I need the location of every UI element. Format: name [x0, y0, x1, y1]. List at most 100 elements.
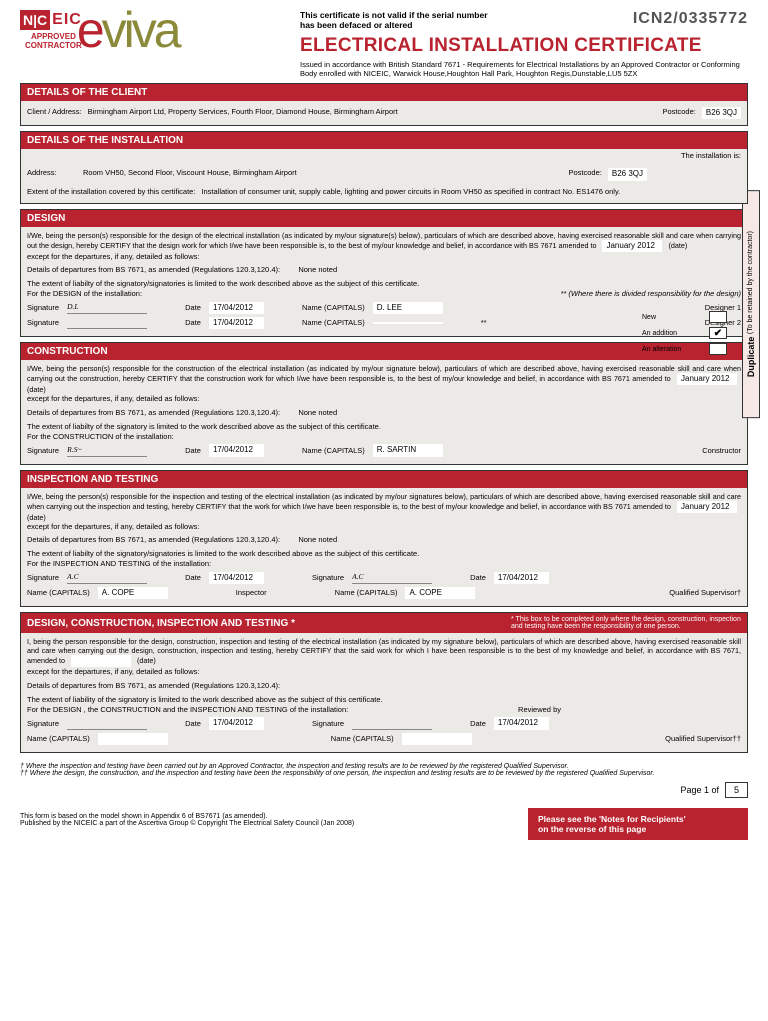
certificate-title: ELECTRICAL INSTALLATION CERTIFICATE [300, 35, 748, 57]
design-section: DESIGN I/We, being the person(s) respons… [20, 209, 748, 338]
inspection-role2: Qualified Supervisor† [669, 588, 741, 598]
construction-extent-note: The extent of liabilty of the signatory … [27, 422, 741, 432]
inspection-section: INSPECTION AND TESTING I/We, being the p… [20, 470, 748, 608]
design-para: I/We, being the person(s) responsible fo… [27, 231, 741, 252]
combined-date2: 17/04/2012 [494, 717, 549, 729]
design-dep-label: Details of departures from BS 7671, as a… [27, 265, 280, 275]
inspection-except: except for the departures, if any, detai… [27, 522, 741, 532]
design-date1: 17/04/2012 [209, 302, 264, 314]
combined-date1: 17/04/2012 [209, 717, 264, 729]
inspection-para: I/We, being the person(s) responsible fo… [27, 492, 741, 522]
combined-for: For the DESIGN , the CONSTRUCTION and th… [27, 705, 348, 715]
combined-para: I, being the person responsible for the … [27, 637, 741, 667]
construction-amend-date: January 2012 [677, 373, 737, 385]
inspection-name2: A. COPE [405, 587, 475, 599]
client-header: DETAILS OF THE CLIENT [21, 84, 747, 101]
combined-header-note: * This box to be completed only where th… [511, 616, 741, 630]
inspection-name1: A. COPE [98, 587, 168, 599]
serial-note: This certificate is not valid if the ser… [300, 10, 500, 30]
sig-label: Signature [27, 303, 59, 313]
combined-header: DESIGN, CONSTRUCTION, INSPECTION AND TES… [21, 613, 747, 633]
flag-alteration-box[interactable] [709, 343, 727, 355]
duplicate-tab: Duplicate (To be retained by the contrac… [742, 190, 760, 418]
install-postcode-value: B26 3QJ [608, 168, 647, 180]
construction-for: For the CONSTRUCTION of the installation… [27, 432, 741, 442]
design-amend-date: January 2012 [602, 240, 662, 252]
design-extent-note: The extent of liabilty of the signatory/… [27, 279, 741, 289]
inspection-for: For the INSPECTION AND TESTING of the in… [27, 559, 741, 569]
inspection-date2: 17/04/2012 [494, 572, 549, 584]
design-name2 [373, 322, 443, 324]
combined-amend-date [71, 655, 131, 667]
construction-sig1[interactable]: R.S~ [67, 445, 147, 457]
combined-section: DESIGN, CONSTRUCTION, INSPECTION AND TES… [20, 612, 748, 753]
client-section: DETAILS OF THE CLIENT Client / Address: … [20, 83, 748, 126]
construction-date1: 17/04/2012 [209, 444, 264, 456]
design-dep-value: None noted [298, 265, 337, 275]
design-sig2[interactable] [67, 317, 147, 329]
install-flags: New An addition An alteration [642, 307, 727, 359]
flag-addition-label: An addition [642, 330, 677, 337]
construction-dep-value: None noted [298, 408, 337, 418]
combined-extent-note: The extent of liability of the signatory… [27, 695, 741, 705]
design-for: For the DESIGN of the installation: [27, 289, 142, 299]
issued-text: Issued in accordance with British Standa… [300, 60, 748, 78]
inspection-sig1[interactable]: A.C [67, 572, 147, 584]
combined-name1 [98, 733, 168, 745]
inspection-date1: 17/04/2012 [209, 572, 264, 584]
flag-new-label: New [642, 314, 656, 321]
inspection-header: INSPECTION AND TESTING [21, 471, 747, 488]
construction-para: I/We, being the person(s) responsible fo… [27, 364, 741, 394]
client-postcode-label: Postcode: [663, 107, 696, 117]
client-address-label: Client / Address: [27, 107, 82, 117]
client-postcode-value: B26 3QJ [702, 107, 741, 119]
client-address-value: Birmingham Airport Ltd, Property Service… [88, 107, 657, 117]
installation-section: DETAILS OF THE INSTALLATION The installa… [20, 131, 748, 203]
header: N|C EIC APPROVEDCONTRACTOR eviva This ce… [20, 10, 748, 78]
design-star: ** [481, 318, 487, 328]
logo-nic-icon: N|C [20, 10, 50, 30]
footer-daggers: † Where the inspection and testing have … [20, 763, 748, 777]
combined-sig2[interactable] [352, 718, 432, 730]
installation-is-label: The installation is: [21, 149, 747, 162]
inspection-dep-label: Details of departures from BS 7671, as a… [27, 535, 280, 545]
page-number: Page 1 of5 [20, 782, 748, 798]
construction-header: CONSTRUCTION [21, 343, 747, 360]
combined-sig1[interactable] [67, 718, 147, 730]
combined-except: except for the departures, if any, detai… [27, 667, 741, 677]
design-except: except for the departures, if any, detai… [27, 252, 741, 262]
installation-header: DETAILS OF THE INSTALLATION [21, 132, 747, 149]
flag-new-box[interactable] [709, 311, 727, 323]
install-address-label: Address: [27, 168, 77, 178]
bottom-publisher-note: This form is based on the model shown in… [20, 813, 420, 827]
construction-section: CONSTRUCTION I/We, being the person(s) r… [20, 342, 748, 464]
red-footer-note: Please see the 'Notes for Recipients'on … [528, 808, 748, 840]
install-extent-label: Extent of the installation covered by th… [27, 187, 195, 197]
combined-dep-label: Details of departures from BS 7671, as a… [27, 681, 280, 691]
design-header: DESIGN [21, 210, 747, 227]
install-postcode-label: Postcode: [569, 168, 602, 178]
construction-except: except for the departures, if any, detai… [27, 394, 741, 404]
design-divided-note: ** (Where there is divided responsibilit… [560, 289, 741, 299]
install-address-value: Room VH50, Second Floor, Viscount House,… [83, 168, 563, 178]
construction-name1: R. SARTIN [373, 444, 443, 456]
inspection-extent-note: The extent of liabilty of the signatory/… [27, 549, 741, 559]
install-extent-value: Installation of consumer unit, supply ca… [201, 187, 647, 197]
design-name1: D. LEE [373, 302, 443, 314]
inspection-amend-date: January 2012 [677, 501, 737, 513]
inspection-dep-value: None noted [298, 535, 337, 545]
inspection-role1: Inspector [236, 588, 267, 598]
eviva-logo: eviva [77, 10, 179, 50]
design-date2: 17/04/2012 [209, 317, 264, 329]
reviewed-by-label: Reviewed by [518, 705, 561, 715]
design-sig1[interactable]: D.L [67, 302, 147, 314]
combined-role2: Qualified Supervisor†† [665, 734, 741, 744]
combined-name2 [402, 733, 472, 745]
approved-contractor-label: APPROVEDCONTRACTOR [25, 32, 82, 50]
construction-dep-label: Details of departures from BS 7671, as a… [27, 408, 280, 418]
serial-number: ICN2/0335772 [633, 10, 748, 28]
flag-alteration-label: An alteration [642, 346, 681, 353]
construction-role1: Constructor [702, 446, 741, 456]
inspection-sig2[interactable]: A.C [352, 572, 432, 584]
flag-addition-box[interactable] [709, 327, 727, 339]
